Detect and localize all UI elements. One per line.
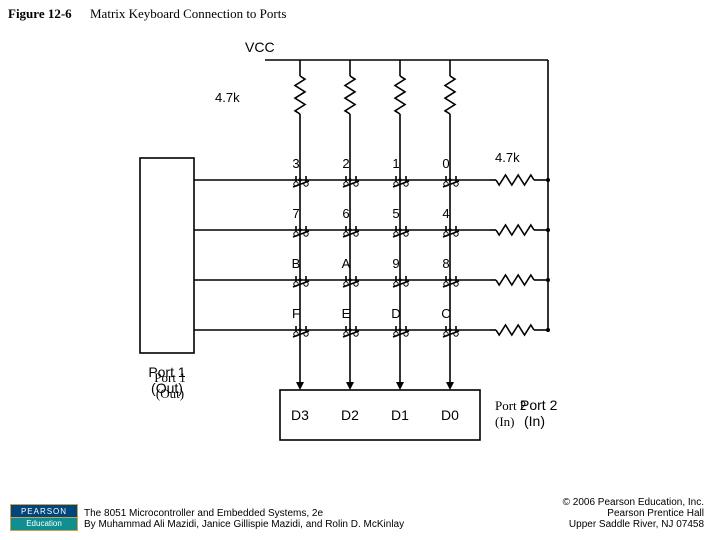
svg-text:0: 0 bbox=[442, 156, 449, 171]
port1-label: Port 1(Out) bbox=[150, 370, 190, 402]
svg-text:D2: D2 bbox=[341, 407, 359, 423]
svg-text:4: 4 bbox=[442, 206, 449, 221]
svg-text:E: E bbox=[342, 306, 351, 321]
svg-text:F: F bbox=[292, 306, 300, 321]
svg-text:D0: D0 bbox=[441, 407, 459, 423]
svg-text:VCC: VCC bbox=[245, 39, 275, 55]
svg-text:5: 5 bbox=[392, 206, 399, 221]
svg-text:1: 1 bbox=[392, 156, 399, 171]
copyright: © 2006 Pearson Education, Inc. bbox=[563, 497, 704, 508]
footer-right: © 2006 Pearson Education, Inc. Pearson P… bbox=[563, 497, 704, 530]
book-title: The 8051 Microcontroller and Embedded Sy… bbox=[84, 508, 404, 519]
svg-text:D1: D1 bbox=[391, 407, 409, 423]
svg-text:B: B bbox=[292, 256, 301, 271]
port2-label: Port 2(In) bbox=[495, 398, 526, 430]
svg-text:8: 8 bbox=[442, 256, 449, 271]
logo-top: PEARSON bbox=[10, 504, 78, 517]
svg-text:3: 3 bbox=[292, 156, 299, 171]
publisher: Pearson Prentice Hall bbox=[563, 508, 704, 519]
svg-text:2: 2 bbox=[342, 156, 349, 171]
svg-text:D3: D3 bbox=[291, 407, 309, 423]
svg-text:4.7k: 4.7k bbox=[495, 150, 520, 165]
svg-text:D: D bbox=[391, 306, 400, 321]
pearson-logo: PEARSON Education bbox=[10, 504, 78, 532]
footer-left: The 8051 Microcontroller and Embedded Sy… bbox=[84, 508, 404, 530]
address: Upper Saddle River, NJ 07458 bbox=[563, 519, 704, 530]
svg-text:7: 7 bbox=[292, 206, 299, 221]
matrix-keyboard-diagram: VCC4.7kD0D1D2D34.7k32107654BA98FEDCD3D2D… bbox=[0, 0, 720, 540]
svg-text:6: 6 bbox=[342, 206, 349, 221]
svg-text:4.7k: 4.7k bbox=[215, 90, 240, 105]
svg-text:9: 9 bbox=[392, 256, 399, 271]
svg-text:C: C bbox=[441, 306, 450, 321]
svg-text:(In): (In) bbox=[524, 413, 545, 429]
book-authors: By Muhammad Ali Mazidi, Janice Gillispie… bbox=[84, 519, 404, 530]
logo-bottom: Education bbox=[10, 517, 78, 531]
svg-text:A: A bbox=[342, 256, 351, 271]
